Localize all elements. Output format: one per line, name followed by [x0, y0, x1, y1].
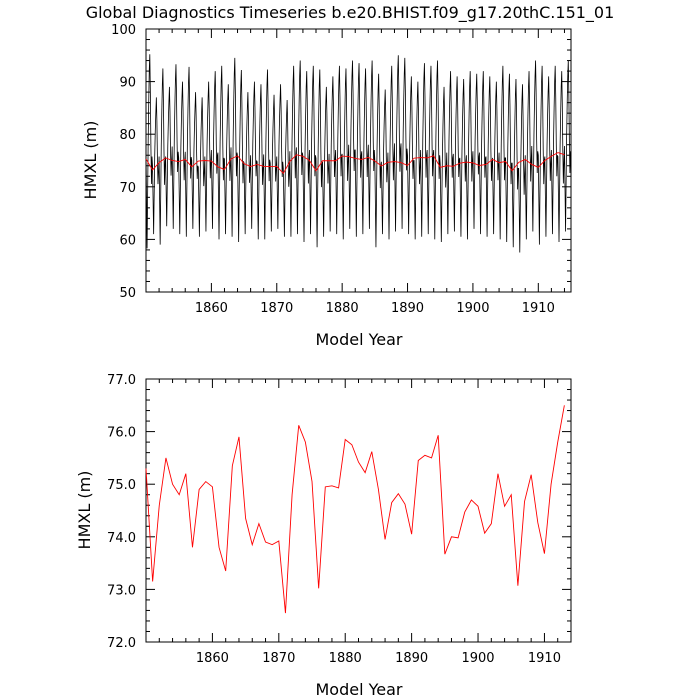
- x-tick-label: 1890: [395, 651, 428, 666]
- y-tick-label: 76.0: [107, 426, 136, 441]
- bottom-axis-ticks: [146, 378, 572, 643]
- bottom-x-tick-labels: 1860 1870 1880 1890 1900 1910: [196, 651, 561, 666]
- y-tick-label: 77.0: [107, 373, 136, 388]
- x-tick-label: 1860: [196, 651, 229, 666]
- top-y-axis-label: HMXL (m): [81, 121, 100, 200]
- y-tick-label: 74.0: [107, 531, 136, 546]
- bottom-y-axis-label: HMXL (m): [75, 471, 94, 550]
- monthly-series-line: [145, 54, 571, 253]
- bottom-y-tick-labels: 72.0 73.0 74.0 75.0 76.0 77.0: [107, 373, 136, 651]
- y-tick-label: 75.0: [107, 478, 136, 493]
- y-tick-label: 73.0: [107, 583, 136, 598]
- x-tick-label: 1880: [329, 651, 362, 666]
- bottom-series: [145, 405, 565, 614]
- y-tick-label: 70: [119, 181, 136, 196]
- annual-mean-series-line: [145, 152, 565, 175]
- x-tick-label: 1870: [262, 651, 295, 666]
- y-tick-label: 50: [119, 286, 136, 301]
- bottom-x-axis-label: Model Year: [316, 680, 403, 699]
- x-tick-label: 1900: [456, 301, 489, 316]
- top-axis-ticks: [146, 28, 571, 293]
- annual-mean-series-line: [145, 405, 565, 614]
- bottom-plot-frame: [145, 378, 572, 643]
- top-x-axis-label: Model Year: [316, 330, 403, 349]
- top-panel: 1860 1870 1880 1890 1900 1910 50 60 70 80 90 100 M…: [81, 23, 572, 349]
- x-tick-label: 1890: [391, 301, 424, 316]
- top-series: [145, 54, 571, 253]
- top-y-tick-labels: 50 60 70 80 90 100: [111, 23, 136, 301]
- x-tick-label: 1900: [461, 651, 494, 666]
- top-x-tick-labels: 1860 1870 1880 1890 1900 1910: [195, 301, 555, 316]
- x-tick-label: 1910: [522, 301, 555, 316]
- x-tick-label: 1880: [326, 301, 359, 316]
- y-tick-label: 60: [119, 233, 136, 248]
- y-tick-label: 100: [111, 23, 136, 38]
- x-tick-label: 1860: [195, 301, 228, 316]
- bottom-panel: 1860 1870 1880 1890 1900 1910 72.0 73.0 74.0 75.…: [75, 373, 572, 699]
- x-tick-label: 1910: [528, 651, 561, 666]
- y-tick-label: 90: [119, 76, 136, 91]
- y-tick-label: 80: [119, 128, 136, 143]
- x-tick-label: 1870: [260, 301, 293, 316]
- y-tick-label: 72.0: [107, 636, 136, 651]
- chart-title: Global Diagnostics Timeseries b.e20.BHIS…: [86, 3, 615, 23]
